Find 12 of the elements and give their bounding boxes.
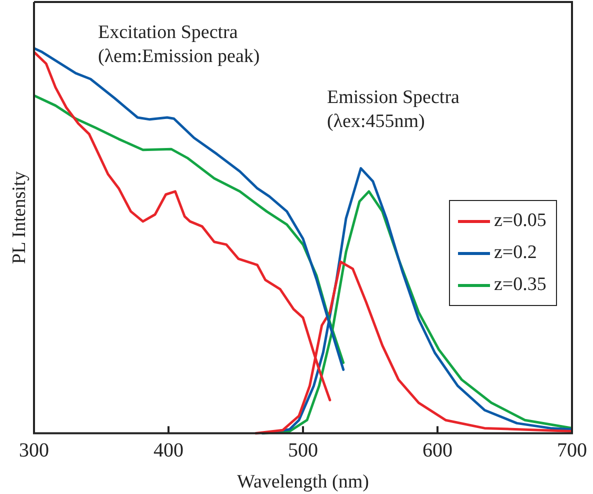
x-tick-label: 400 [154, 439, 184, 462]
x-tick-label: 600 [422, 439, 452, 462]
x-tick-label: 500 [288, 439, 318, 462]
legend-label: z=0.35 [494, 274, 546, 296]
x-tick-label: 300 [19, 439, 49, 462]
legend-label: z=0.2 [494, 242, 537, 264]
annotation: Emission Spectra (λex:455nm) [327, 87, 460, 132]
x-tick-label: 700 [557, 439, 587, 462]
x-axis-title: Wavelength (nm) [237, 472, 369, 493]
annotation: Excitation Spectra (λem:Emission peak) [98, 22, 260, 67]
y-axis-title: PL Intensity [8, 170, 30, 264]
legend-label: z=0.05 [494, 210, 546, 232]
